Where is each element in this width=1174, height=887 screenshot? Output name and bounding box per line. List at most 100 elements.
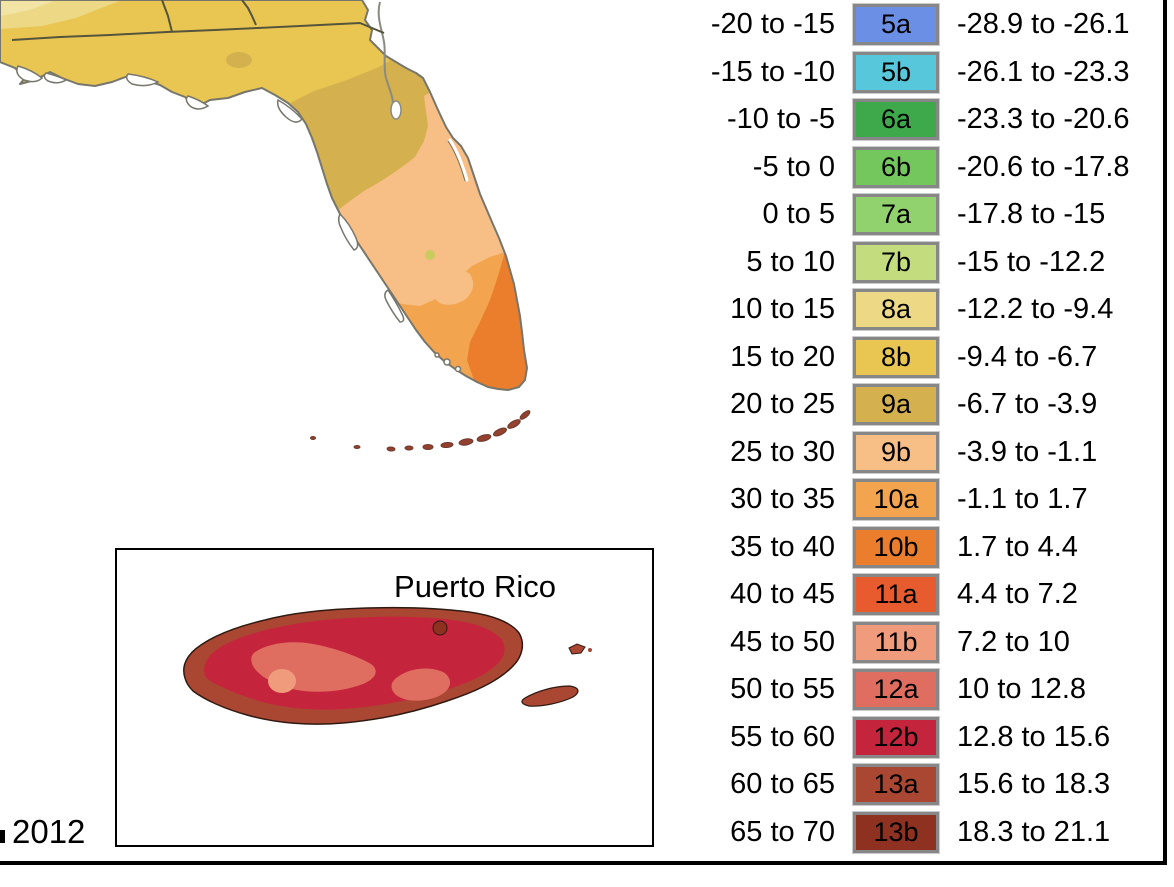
celsius-range: 4.4 to 7.2 [957,578,1078,611]
legend-row: -10 to -5 6a -23.3 to -20.6 [680,96,1166,144]
celsius-range: -28.9 to -26.1 [957,8,1130,41]
lagoon-sliver [448,138,469,182]
legend-row: -15 to -10 5b -26.1 to -23.3 [680,49,1166,97]
zone-label: 13b [873,816,919,847]
zone-swatch-8b: 8b [853,336,939,378]
legend-row: 10 to 15 8a -12.2 to -9.4 [680,286,1166,334]
fahrenheit-range: 50 to 55 [730,673,835,706]
legend-row: 20 to 25 9a -6.7 to -3.9 [680,381,1166,429]
legend-row: 65 to 70 13b 18.3 to 21.1 [680,809,1166,857]
zone-swatch-6a: 6a [853,99,939,141]
fahrenheit-range: 5 to 10 [746,245,835,278]
legend-row: 5 to 10 7b -15 to -12.2 [680,239,1166,287]
fahrenheit-range: 25 to 30 [730,435,835,468]
zone-swatch-7a: 7a [853,194,939,236]
fahrenheit-range: -15 to -10 [710,55,835,88]
zone-swatch-13b: 13b [853,811,939,853]
puerto-rico-map: Puerto Rico [183,569,592,725]
zone-label: 10b [873,531,919,562]
zone-swatch-5a: 5a [853,4,939,46]
river-lake [390,100,402,120]
hardiness-zone-legend: -20 to -15 5a -28.9 to -26.1 -15 to -10 … [680,1,1166,856]
celsius-range: 15.6 to 18.3 [957,768,1111,801]
fahrenheit-range: 40 to 45 [730,578,835,611]
lake-dot [425,250,435,260]
pr-zone-13b-spot [432,620,448,636]
zone-label: 13a [873,769,919,800]
zone-label: 8b [880,341,912,372]
fahrenheit-range: 20 to 25 [730,388,835,421]
zone-swatch-11b: 11b [853,621,939,663]
fahrenheit-range: 55 to 60 [730,720,835,753]
florida-keys-islands [310,410,531,452]
fahrenheit-range: 60 to 65 [730,768,835,801]
zone-swatch-5b: 5b [853,51,939,93]
culebra-islet [588,648,592,652]
celsius-range: -6.7 to -3.9 [957,388,1098,421]
zone-swatch-8a: 8a [853,289,939,331]
celsius-range: -12.2 to -9.4 [957,293,1114,326]
celsius-range: 7.2 to 10 [957,625,1070,658]
zone-label: 11a [874,579,918,610]
inset-title: Puerto Rico [394,569,556,604]
zone-10b-region [467,248,527,390]
zone-swatch-11a: 11a [853,574,939,616]
zone-9a-patch [226,52,252,68]
celsius-range: 18.3 to 21.1 [957,815,1111,848]
st-johns-river [377,1,394,103]
celsius-range: -26.1 to -23.3 [957,55,1130,88]
pr-zone-12a-east-region [391,668,451,701]
zone-swatch-7b: 7b [853,241,939,283]
zone-swatch-13a: 13a [853,764,939,806]
fahrenheit-range: -5 to 0 [752,150,835,183]
puerto-rico-inset: Puerto Rico [115,548,654,847]
fahrenheit-range: 45 to 50 [730,625,835,658]
legend-row: -20 to -15 5a -28.9 to -26.1 [680,1,1166,49]
zone-swatch-10a: 10a [853,479,939,521]
legend-row: 35 to 40 10b 1.7 to 4.4 [680,524,1166,572]
legend-row: -5 to 0 6b -20.6 to -17.8 [680,144,1166,192]
legend-row: 15 to 20 8b -9.4 to -6.7 [680,334,1166,382]
zone-label: 5a [880,9,912,40]
zone-label: 6b [880,151,912,182]
zone-swatch-6b: 6b [853,146,939,188]
fahrenheit-range: 65 to 70 [730,815,835,848]
pr-zone-11b-spot [268,669,296,693]
culebra-island [568,643,586,655]
zone-label: 7b [880,246,912,277]
legend-row: 25 to 30 9b -3.9 to -1.1 [680,429,1166,477]
zone-9b-tongue [428,267,474,305]
legend-row: 55 to 60 12b 12.8 to 15.6 [680,714,1166,762]
celsius-range: -9.4 to -6.7 [957,340,1098,373]
celsius-range: -20.6 to -17.8 [957,150,1130,183]
zone-label: 5b [880,56,912,87]
gulf-bays [16,65,462,373]
legend-row: 50 to 55 12a 10 to 12.8 [680,666,1166,714]
fahrenheit-range: 0 to 5 [762,198,835,231]
zone-swatch-9a: 9a [853,384,939,426]
zone-label: 7a [880,199,912,230]
celsius-range: -15 to -12.2 [957,245,1106,278]
legend-row: 40 to 45 11a 4.4 to 7.2 [680,571,1166,619]
celsius-range: -23.3 to -20.6 [957,103,1130,136]
zone-label: 9b [880,436,912,467]
fahrenheit-range: 15 to 20 [730,340,835,373]
map-frame-bottom-border [0,861,1167,865]
zone-label: 9a [880,389,912,420]
fahrenheit-range: -20 to -15 [710,8,835,41]
vieques-island [521,685,579,707]
legend-row: 60 to 65 13a 15.6 to 18.3 [680,761,1166,809]
celsius-range: -3.9 to -1.1 [957,435,1098,468]
zone-label: 8a [880,294,912,325]
zone-label: 11b [874,626,918,657]
fahrenheit-range: 30 to 35 [730,483,835,516]
legend-row: 45 to 50 11b 7.2 to 10 [680,619,1166,667]
fahrenheit-range: 35 to 40 [730,530,835,563]
celsius-range: 12.8 to 15.6 [957,720,1111,753]
celsius-range: -1.1 to 1.7 [957,483,1088,516]
year-label: 2012 [12,813,86,850]
map-frame-right-border [1163,0,1167,865]
state-borders [11,0,385,41]
zone-label: 12b [873,721,919,752]
cropped-text-fragment [0,830,5,843]
